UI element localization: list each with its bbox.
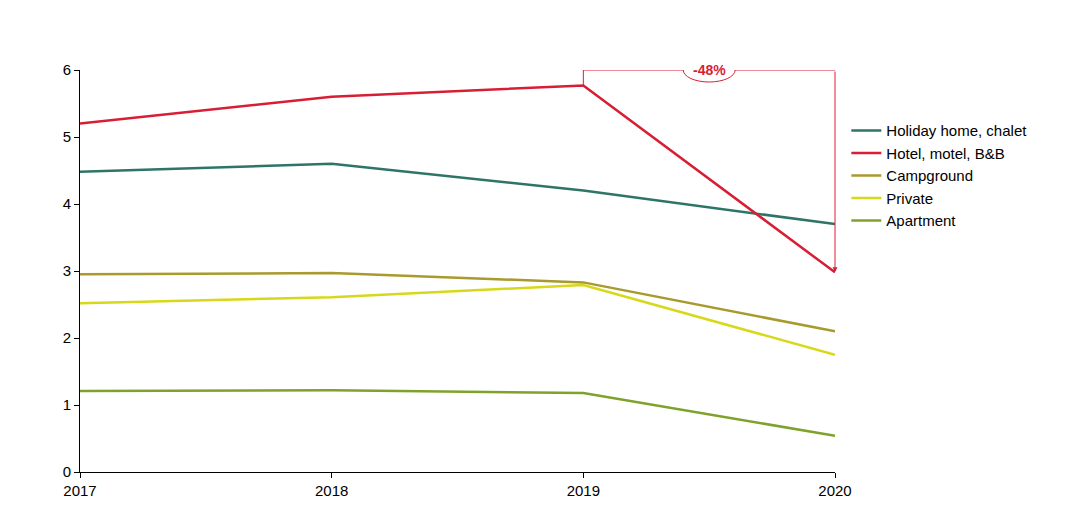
svg-text:Holiday home, chalet: Holiday home, chalet xyxy=(886,122,1027,139)
svg-text:Campground: Campground xyxy=(886,167,973,184)
svg-text:2017: 2017 xyxy=(63,482,96,499)
svg-text:Hotel, motel, B&B: Hotel, motel, B&B xyxy=(886,145,1004,162)
svg-text:Apartment: Apartment xyxy=(886,212,956,229)
svg-text:1: 1 xyxy=(63,396,71,413)
svg-text:Private: Private xyxy=(886,190,933,207)
svg-text:0: 0 xyxy=(63,463,71,480)
svg-text:2018: 2018 xyxy=(315,482,348,499)
svg-text:3: 3 xyxy=(63,262,71,279)
svg-text:-48%: -48% xyxy=(693,62,726,78)
svg-text:4: 4 xyxy=(63,195,71,212)
svg-text:5: 5 xyxy=(63,128,71,145)
svg-text:2: 2 xyxy=(63,329,71,346)
svg-text:6: 6 xyxy=(63,61,71,78)
svg-text:2019: 2019 xyxy=(567,482,600,499)
svg-text:2020: 2020 xyxy=(818,482,851,499)
